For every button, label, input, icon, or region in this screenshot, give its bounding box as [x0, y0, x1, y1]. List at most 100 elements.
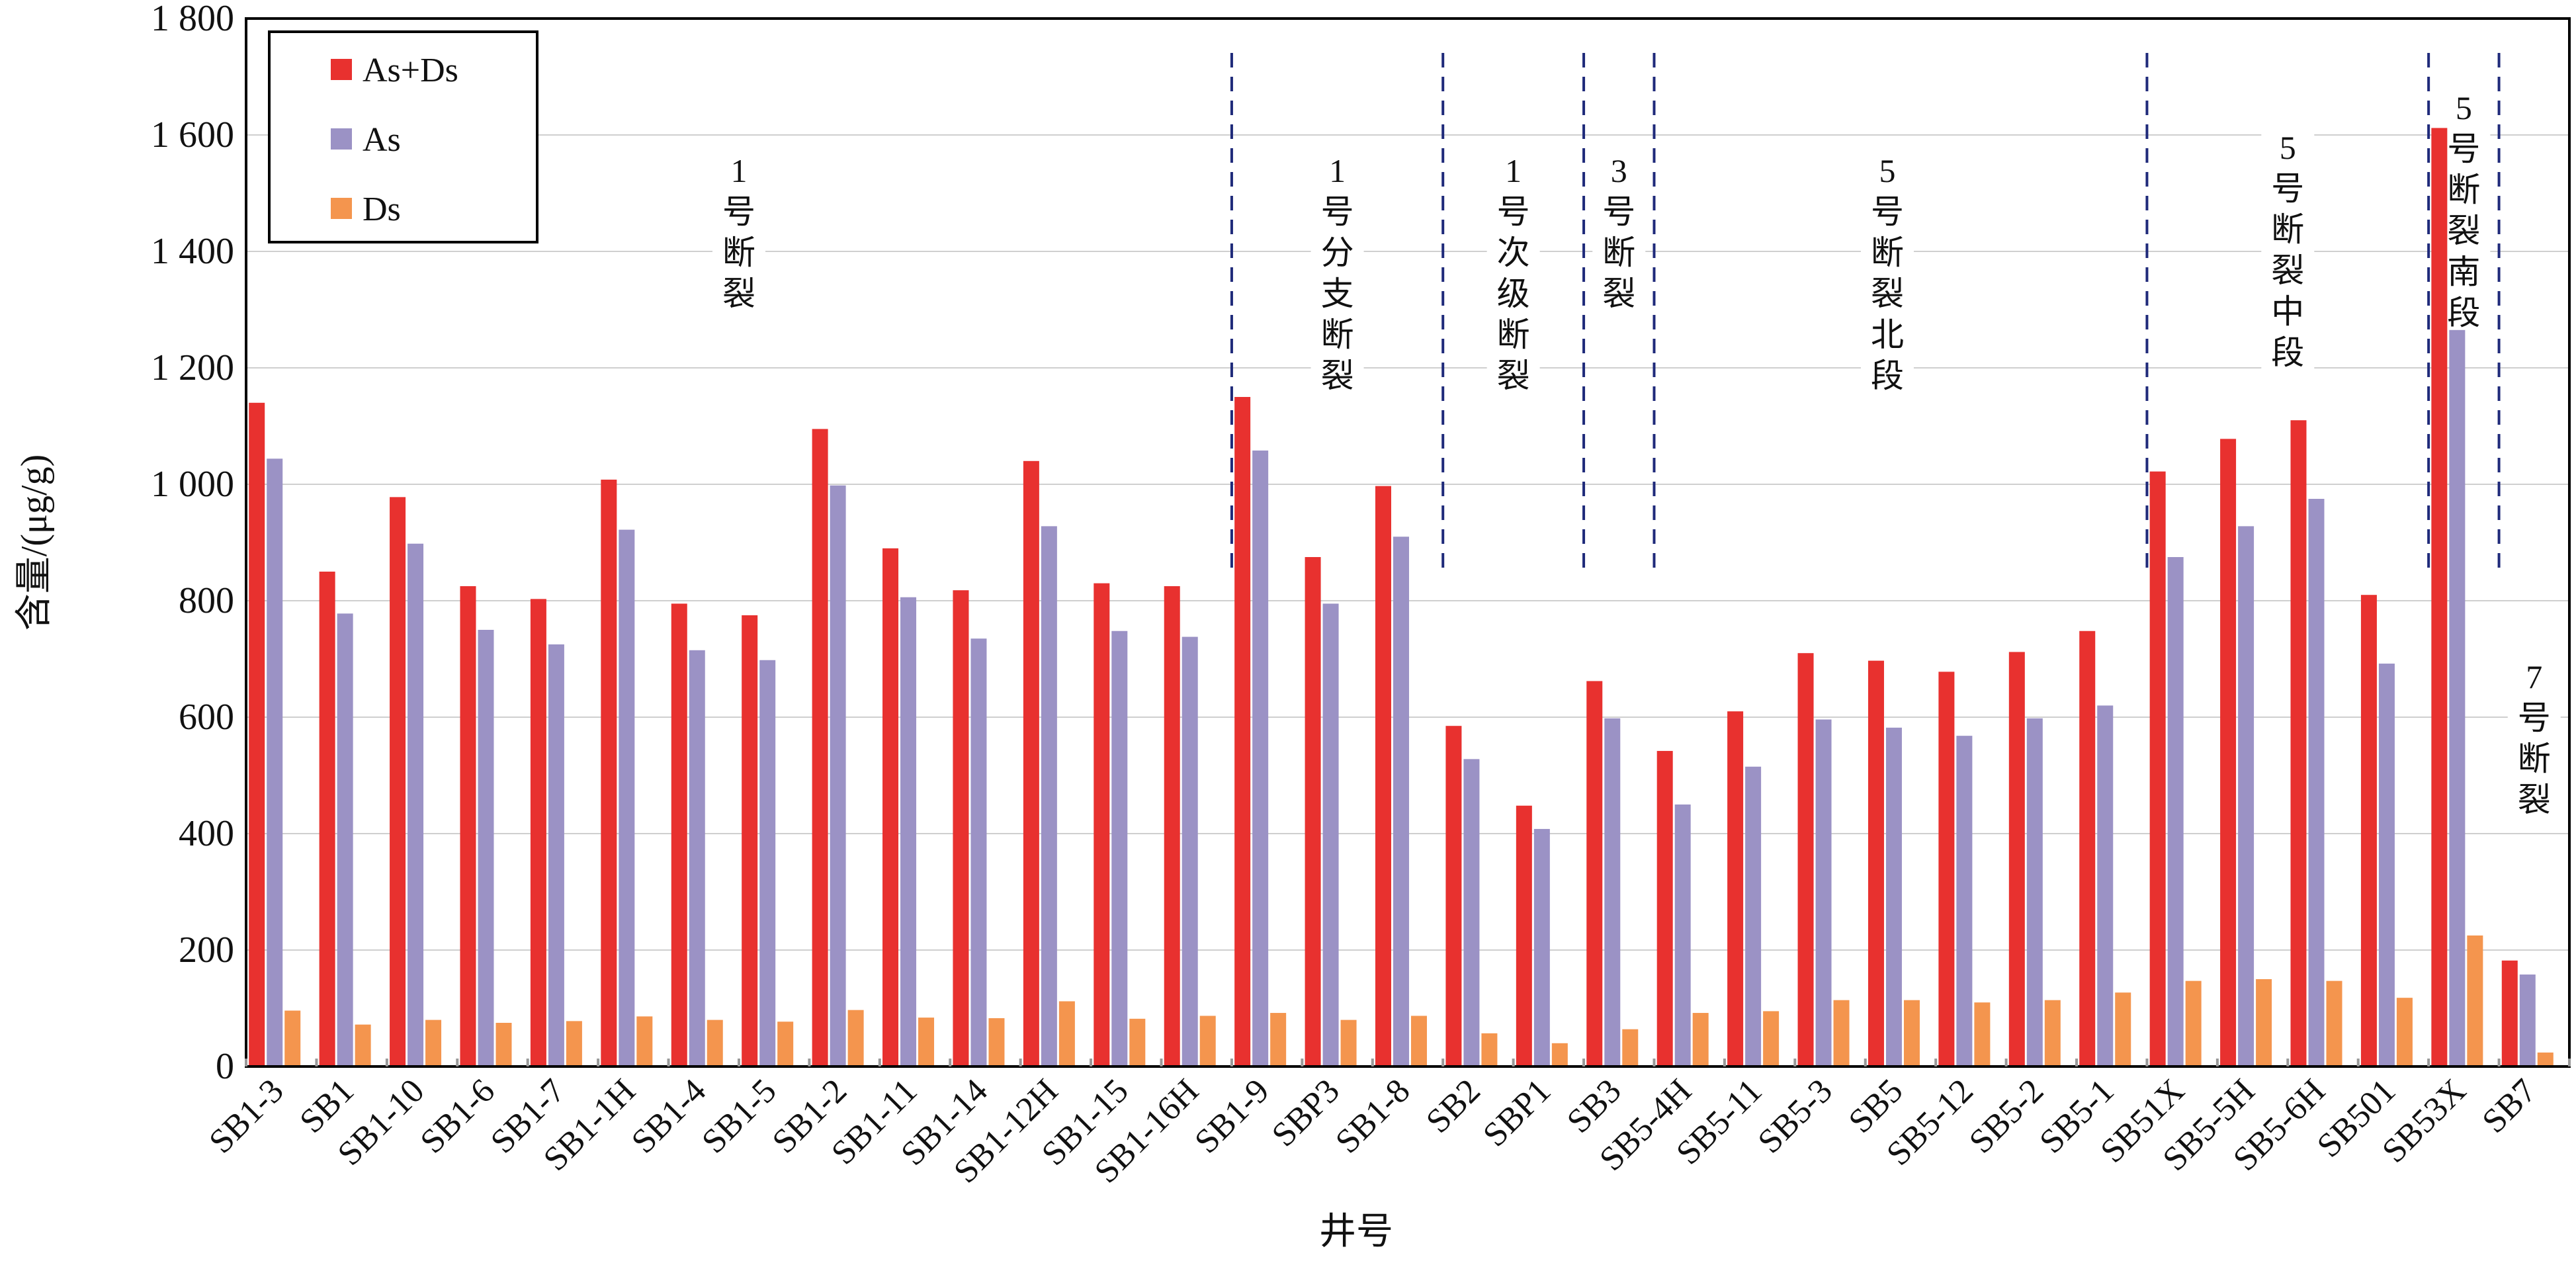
bar-as-plus-ds-sb5-3	[1797, 653, 1814, 1066]
bar-as-sb1-11	[900, 597, 917, 1066]
bars	[249, 128, 2554, 1067]
bar-ds-sb7	[2537, 1052, 2554, 1066]
legend-label-as: As	[363, 121, 401, 159]
plot-frame	[245, 17, 2571, 1068]
bar-ds-sb1-1h	[636, 1016, 653, 1066]
bar-as-sb51x	[2167, 557, 2184, 1066]
bar-as-plus-ds-sb5-5h	[2220, 439, 2237, 1066]
bar-as-plus-ds-sb1-5	[742, 615, 758, 1066]
bar-as-sbp1	[1533, 828, 1550, 1066]
bar-ds-sb1-15	[1129, 1018, 1146, 1066]
bar-as-sb1-3	[267, 458, 283, 1066]
bar-as-plus-ds-sbp3	[1305, 557, 1321, 1066]
bar-ds-sb5-12	[1974, 1002, 1991, 1066]
bar-ds-sb3	[1622, 1029, 1639, 1066]
bar-as-plus-ds-sb1-15	[1094, 583, 1110, 1066]
legend-swatch-as	[331, 128, 352, 150]
y-tick-label: 1 800	[151, 0, 234, 39]
bar-as-plus-ds-sb1-7	[530, 599, 546, 1066]
bar-ds-sb5-11	[1763, 1011, 1780, 1066]
x-tick-label: SB1-8	[1328, 1072, 1417, 1160]
bar-as-plus-ds-sb1-10	[390, 497, 406, 1066]
bar-as-plus-ds-sb1-11	[882, 548, 899, 1066]
bar-as-plus-ds-sb1	[319, 572, 335, 1066]
bar-ds-sb2	[1481, 1033, 1498, 1066]
bar-as-sb5-4h	[1674, 804, 1691, 1066]
legend-box	[268, 30, 538, 243]
y-tick-labels: 0 200 400 600 800 1 000 1 200 1 400 1 600 1 800	[151, 0, 234, 1087]
region-dividers	[1230, 53, 2501, 569]
bar-as-sbp3	[1322, 603, 1339, 1066]
bar-as-plus-ds-sb1-6	[460, 586, 476, 1066]
bar-as-sb2	[1463, 759, 1480, 1066]
bar-ds-sb1-3	[284, 1010, 301, 1066]
bar-ds-sb1-8	[1411, 1016, 1427, 1066]
bar-ds-sb1-12h	[1058, 1001, 1075, 1066]
bar-as-plus-ds-sb2	[1445, 726, 1462, 1066]
bar-as-plus-ds-sb501	[2360, 595, 2377, 1066]
bar-ds-sb5-3	[1833, 1000, 1850, 1066]
bar-as-sb1-10	[408, 543, 424, 1066]
y-axis-title: 含量/(μg/g)	[14, 455, 55, 630]
bar-as-plus-ds-sb5-1	[2079, 630, 2096, 1066]
bar-as-sb1-4	[689, 650, 705, 1066]
region-label-bg	[2507, 654, 2561, 824]
bar-as-sb5-3	[1815, 719, 1832, 1066]
x-tick-label: SB1-9	[1187, 1072, 1276, 1160]
bar-as-plus-ds-sb5-2	[2008, 652, 2025, 1066]
bar-ds-sb1-4	[707, 1020, 723, 1066]
y-tick-label: 200	[179, 930, 234, 971]
bar-as-sb1-14	[970, 638, 987, 1066]
bar-as-sb1-9	[1252, 450, 1269, 1066]
bar-as-plus-ds-sb1-2	[812, 429, 828, 1066]
bar-as-sb1-1h	[619, 529, 635, 1066]
bar-as-plus-ds-sbp1	[1516, 805, 1532, 1066]
bar-as-sb5	[1885, 727, 1902, 1066]
bar-as-plus-ds-sb1-4	[671, 603, 687, 1066]
x-tick-label: SB1-4	[624, 1072, 713, 1160]
legend-label-as-plus-ds: As+Ds	[363, 52, 458, 89]
bar-ds-sb1-10	[425, 1020, 442, 1066]
x-tick-label: SB1-5	[695, 1072, 783, 1160]
bar-as-plus-ds-sb1-16h	[1164, 586, 1180, 1066]
bar-as-sb5-5h	[2238, 526, 2254, 1066]
bar-as-sb1-7	[548, 644, 564, 1066]
bar-as-plus-ds-sb53x	[2431, 128, 2448, 1067]
bar-as-sb5-6h	[2308, 499, 2325, 1066]
bar-as-plus-ds-sb1-1h	[601, 479, 617, 1066]
region-label-bg	[1592, 148, 1646, 318]
bar-as-plus-ds-sb5-6h	[2290, 420, 2307, 1066]
bar-as-sb1-2	[830, 485, 846, 1066]
bar-as-plus-ds-sb5-11	[1727, 711, 1744, 1066]
x-tick-label: SB5-2	[1962, 1072, 2051, 1160]
bar-ds-sb1-16h	[1199, 1016, 1216, 1066]
y-tick-label: 1 000	[151, 464, 234, 505]
bar-as-plus-ds-sb5-4h	[1656, 751, 1673, 1066]
bar-as-plus-ds-sb5-12	[1938, 672, 1955, 1066]
x-axis-title: 井号	[1319, 1211, 1393, 1252]
bar-ds-sb1-14	[988, 1018, 1005, 1066]
bar-as-plus-ds-sb7	[2501, 960, 2518, 1066]
bar-as-sb1-12h	[1041, 526, 1057, 1066]
region-label-bg	[1860, 148, 1914, 400]
region-label-bg	[1486, 148, 1540, 400]
bar-ds-sb5-5h	[2256, 979, 2272, 1066]
bar-as-sb501	[2378, 664, 2395, 1066]
region-label: 1 号断裂	[722, 152, 755, 312]
bar-ds-sb1-11	[918, 1018, 935, 1066]
x-tick-label: SB2	[1419, 1072, 1488, 1141]
bar-ds-sb1-7	[566, 1021, 582, 1066]
region-label: 5 号断裂南段	[2447, 89, 2480, 331]
bar-as-plus-ds-sb1-8	[1375, 486, 1391, 1066]
legend-swatch-as-plus-ds	[331, 59, 352, 80]
bar-ds-sb1-5	[777, 1022, 794, 1066]
y-tick-label: 400	[179, 813, 234, 854]
region-label: 7 号断裂	[2518, 658, 2551, 818]
x-tick-label: SB5-3	[1751, 1072, 1840, 1160]
bar-as-sb5-12	[1956, 736, 1973, 1066]
bar-ds-sb5	[1903, 1000, 1920, 1066]
bar-as-sb1	[337, 613, 353, 1066]
bar-as-sb5-11	[1745, 766, 1762, 1066]
bar-ds-sb51x	[2185, 980, 2202, 1066]
